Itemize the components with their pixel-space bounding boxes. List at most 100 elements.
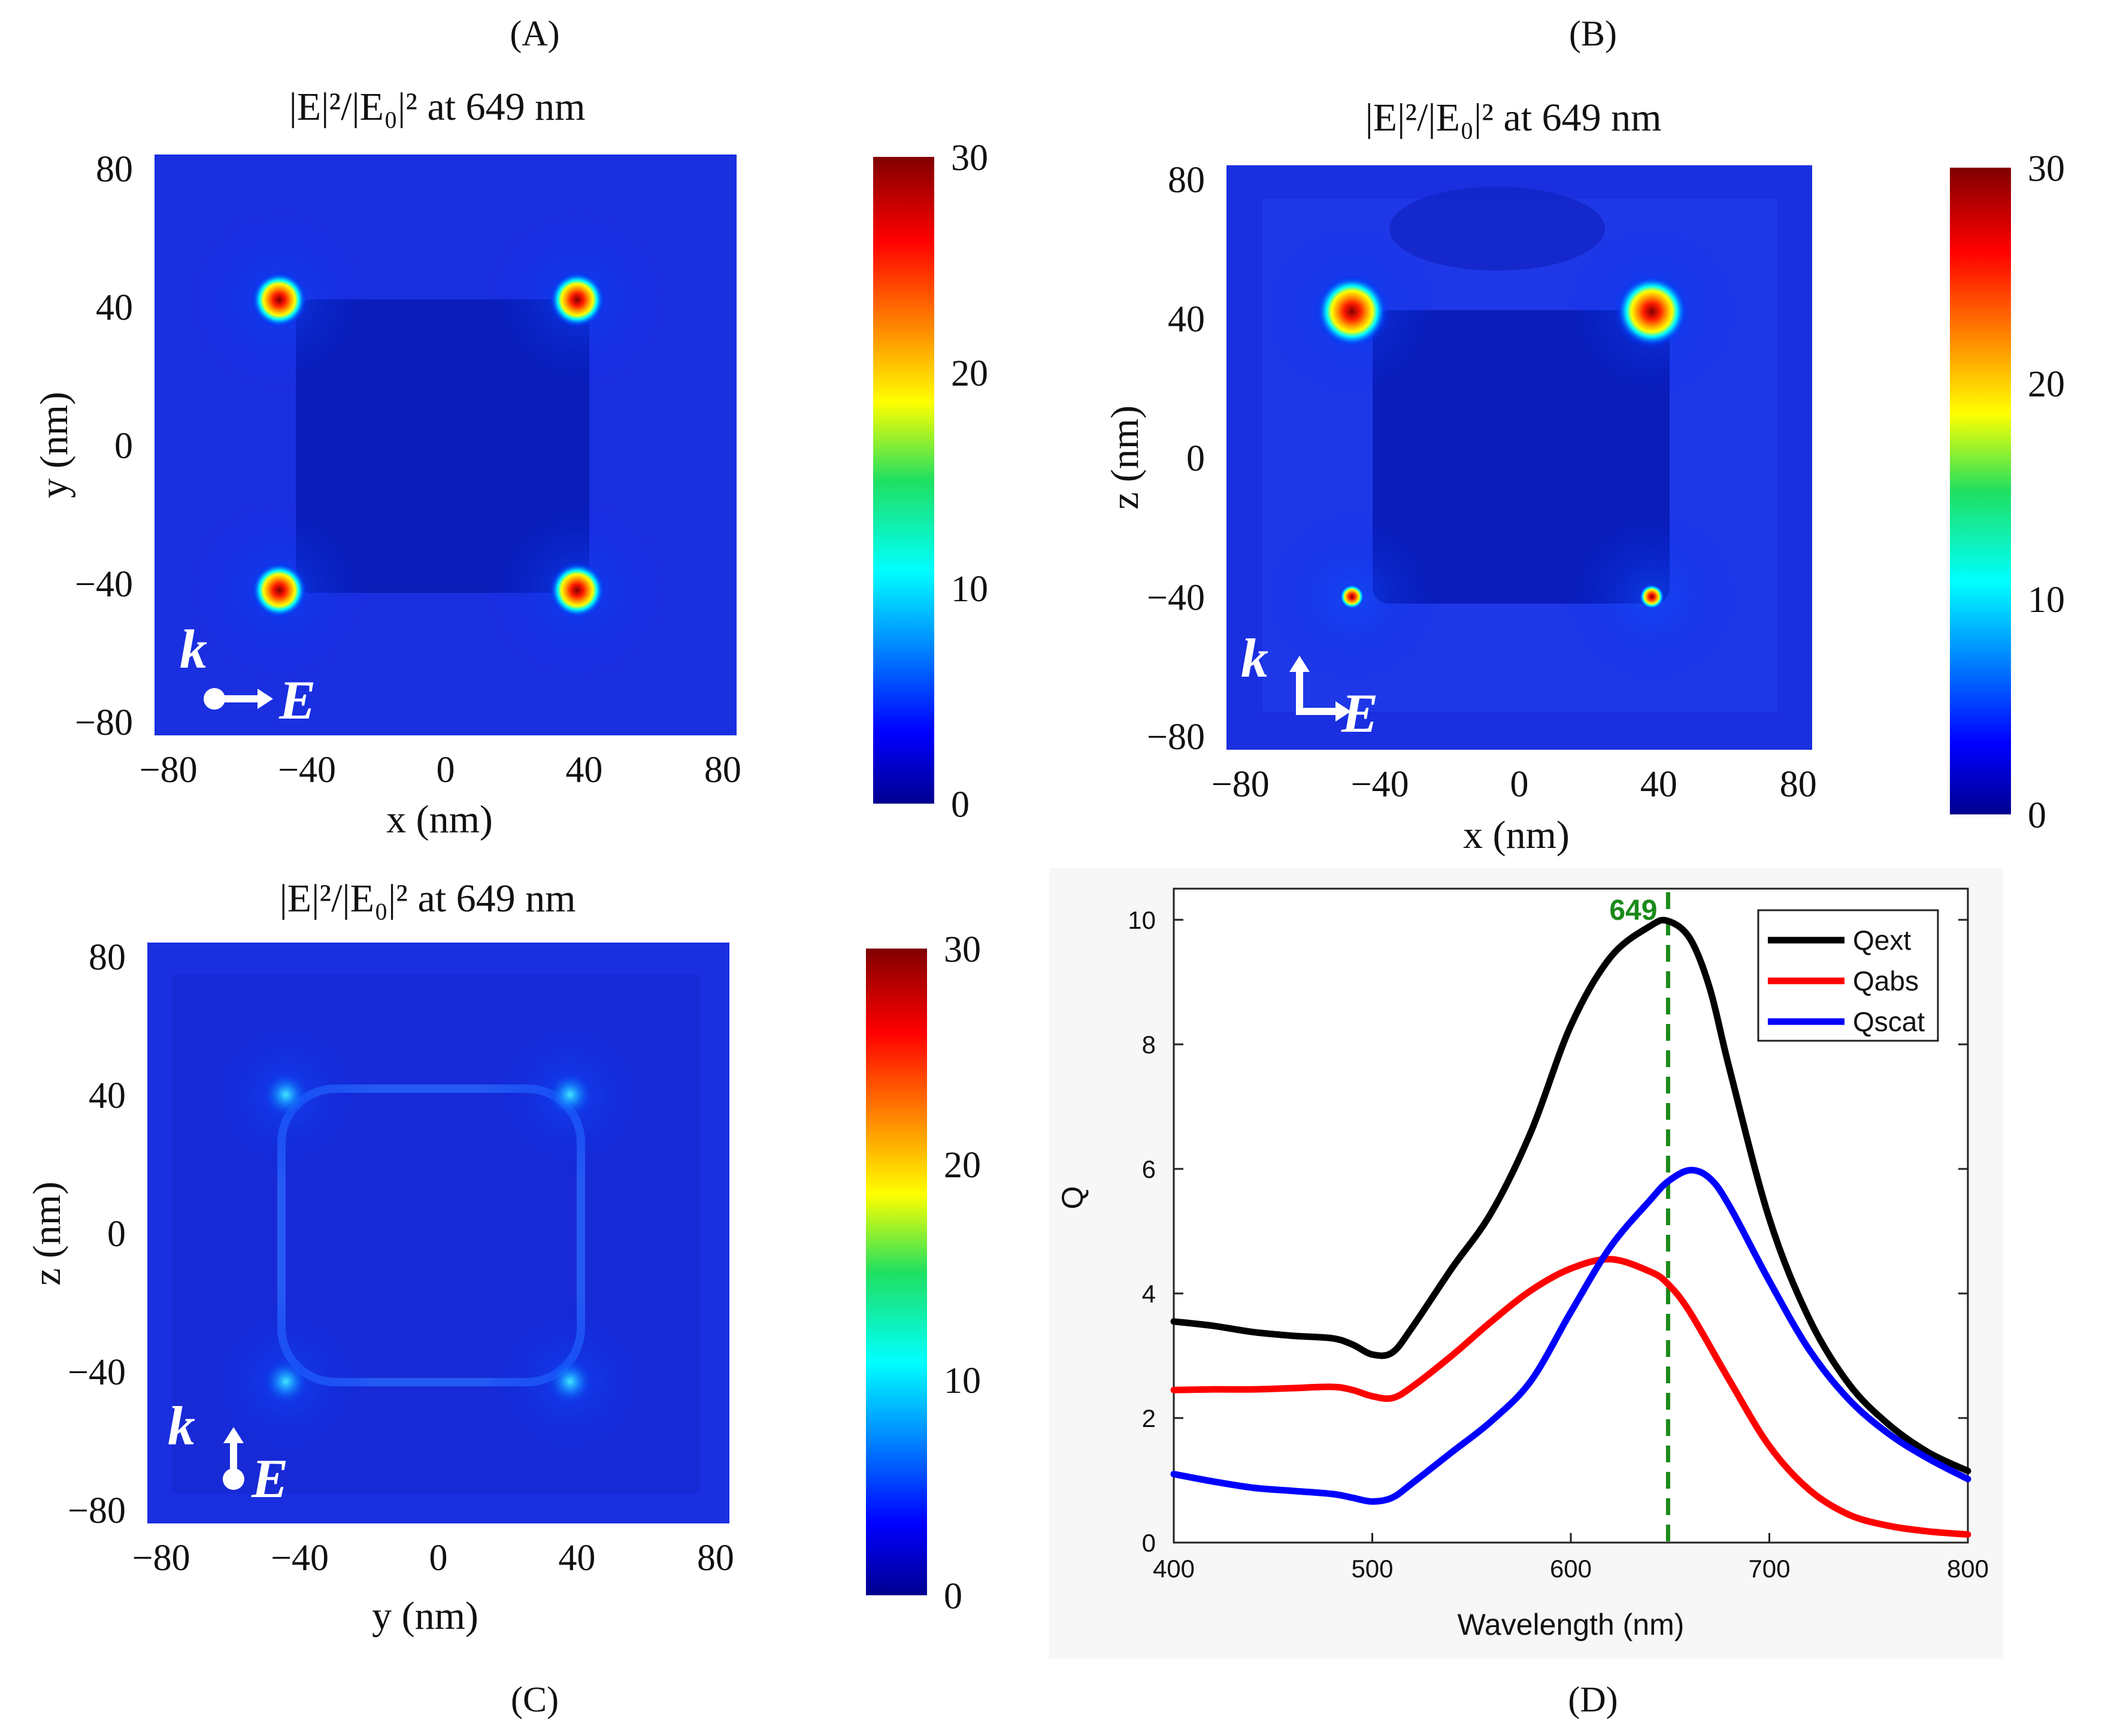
map-a-hotspot: [250, 271, 308, 329]
map-b-colorbar-tick: 0: [2028, 795, 2046, 836]
map-a-x-tick: −40: [278, 750, 336, 790]
map-b-k-label: k: [1241, 628, 1268, 689]
map-c-colorbar-tick: 0: [944, 1576, 962, 1617]
map-a-polarization-indicator: k E: [180, 619, 316, 731]
series-line-qabs: [1170, 1256, 1971, 1538]
map-b-hotspot: [1338, 583, 1365, 610]
map-a-colorbar-tick: 0: [951, 784, 970, 825]
map-a-x-tick: 0: [437, 750, 455, 790]
map-c-hotspot: [547, 1359, 593, 1405]
map-b-y-label: z (nm): [1103, 405, 1147, 510]
map-c-hotspot: [263, 1072, 309, 1118]
map-b-colorbar-tick: 30: [2028, 149, 2065, 189]
y-tick-label: 0: [1142, 1529, 1156, 1557]
map-b-x-tick: 80: [1780, 764, 1817, 805]
map-b-x-label: x (nm): [1463, 813, 1570, 857]
x-tick-label: 800: [1947, 1555, 1989, 1583]
x-tick-label: 700: [1748, 1555, 1790, 1583]
map-a-colorbar-tick: 10: [951, 569, 988, 610]
map-a-x-label: x (nm): [386, 798, 493, 841]
map-a-e-arrowhead: [258, 689, 273, 709]
map-c-y-tick: 80: [89, 937, 126, 978]
map-c-particle-outline: [277, 1084, 585, 1386]
map-c-y-tick: 0: [107, 1214, 126, 1255]
map-a-k-label: k: [180, 619, 207, 680]
map-c-x-label: y (nm): [372, 1594, 478, 1638]
map-a-y-tick: 0: [114, 426, 133, 466]
legend-box: [1757, 909, 1939, 1042]
map-c-polarization-indicator: k E: [168, 1395, 288, 1509]
panel-label-a: (A): [510, 14, 559, 53]
series-line-qscat: [1170, 1167, 1971, 1505]
marker-line-label: 649: [1609, 895, 1657, 926]
map-c-colorbar-tick: 30: [944, 929, 981, 970]
map-c-colorbar: [866, 949, 927, 1595]
map-c-x-tick: 40: [558, 1538, 595, 1579]
map-b-colorbar-tick: 10: [2028, 580, 2065, 620]
map-b-y-tick: 80: [1168, 160, 1205, 201]
y-tick-label: 2: [1142, 1404, 1156, 1432]
map-a-y-tick: 80: [96, 149, 133, 190]
map-b-y-tick: 0: [1186, 438, 1205, 479]
map-c-hotspot: [547, 1072, 593, 1118]
map-a-hotspot: [548, 561, 606, 619]
map-a-particle: [296, 299, 589, 593]
map-b-x-tick: 0: [1510, 764, 1529, 805]
map-c-colorbar-tick: 20: [944, 1145, 981, 1186]
chart-x-label: Wavelength (nm): [1458, 1608, 1685, 1641]
panel-label-d: (D): [1568, 1680, 1618, 1719]
map-b-title: |E|²/|E₀|² at 649 nm: [1365, 96, 1662, 140]
map-a-title: |E|²/|E₀|² at 649 nm: [289, 85, 586, 129]
chart-y-label: Q: [1056, 1186, 1089, 1210]
field-map-a: |E|²/|E₀|² at 649 nm k E −80 −40 0 40 80 80 40…: [32, 85, 988, 841]
map-a-x-tick: 80: [704, 750, 741, 790]
map-c-y-tick: 40: [89, 1075, 126, 1116]
map-c-y-label: z (nm): [25, 1181, 69, 1286]
y-tick-label: 10: [1128, 906, 1156, 934]
map-c-y-tick: −80: [68, 1490, 126, 1531]
map-b-hotspot: [1314, 274, 1389, 349]
panel-label-b: (B): [1569, 14, 1617, 53]
map-b-e-arrowhead: [1335, 701, 1351, 722]
map-a-colorbar-tick: 20: [951, 353, 988, 394]
map-a-x-tick: −80: [140, 750, 198, 790]
legend-label-qext: Qext: [1853, 925, 1911, 956]
legend-label-qscat: Qscat: [1853, 1006, 1925, 1037]
y-tick-label: 4: [1142, 1280, 1156, 1308]
chart-legend: Qext Qabs Qscat: [1757, 909, 1939, 1042]
map-b-y-tick: 40: [1168, 299, 1205, 340]
y-tick-label: 6: [1142, 1155, 1156, 1183]
map-c-x-tick: −40: [271, 1538, 329, 1579]
map-a-y-label: y (nm): [32, 392, 76, 498]
map-b-k-arrowhead: [1289, 656, 1310, 672]
map-b-hotspot: [1615, 274, 1689, 349]
map-a-e-label: E: [278, 669, 316, 731]
map-a-colorbar: [873, 157, 934, 804]
map-c-x-tick: 0: [429, 1538, 448, 1579]
map-b-y-tick: −40: [1147, 577, 1205, 618]
map-a-x-tick: 40: [565, 750, 602, 790]
map-c-e-label: E: [251, 1448, 288, 1509]
series-line-qext: [1170, 917, 1971, 1474]
x-tick-label: 500: [1351, 1555, 1393, 1583]
map-b-polarization-indicator: k E: [1241, 628, 1378, 744]
map-c-k-label: k: [168, 1395, 195, 1456]
map-b-hotspot: [1638, 583, 1665, 610]
panel-label-c: (C): [511, 1680, 559, 1719]
map-c-x-tick: 80: [697, 1538, 734, 1579]
map-a-y-tick: −40: [75, 564, 133, 605]
map-a-y-tick: −80: [75, 702, 133, 743]
map-b-dark-lobe: [1389, 187, 1605, 271]
map-b-e-label: E: [1341, 683, 1378, 744]
legend-label-qabs: Qabs: [1853, 965, 1919, 996]
x-tick-label: 400: [1153, 1555, 1195, 1583]
map-a-hotspot: [250, 561, 308, 619]
map-a-colorbar-tick: 30: [951, 138, 988, 178]
map-c-y-tick: −40: [68, 1352, 126, 1393]
x-tick-label: 600: [1550, 1555, 1592, 1583]
map-b-colorbar-tick: 20: [2028, 364, 2065, 405]
map-c-colorbar-tick: 10: [944, 1361, 981, 1401]
field-map-b: |E|²/|E₀|² at 649 nm k E −80 −40 0 40 80 80 40…: [1103, 96, 2065, 857]
map-c-hotspot: [263, 1359, 309, 1405]
